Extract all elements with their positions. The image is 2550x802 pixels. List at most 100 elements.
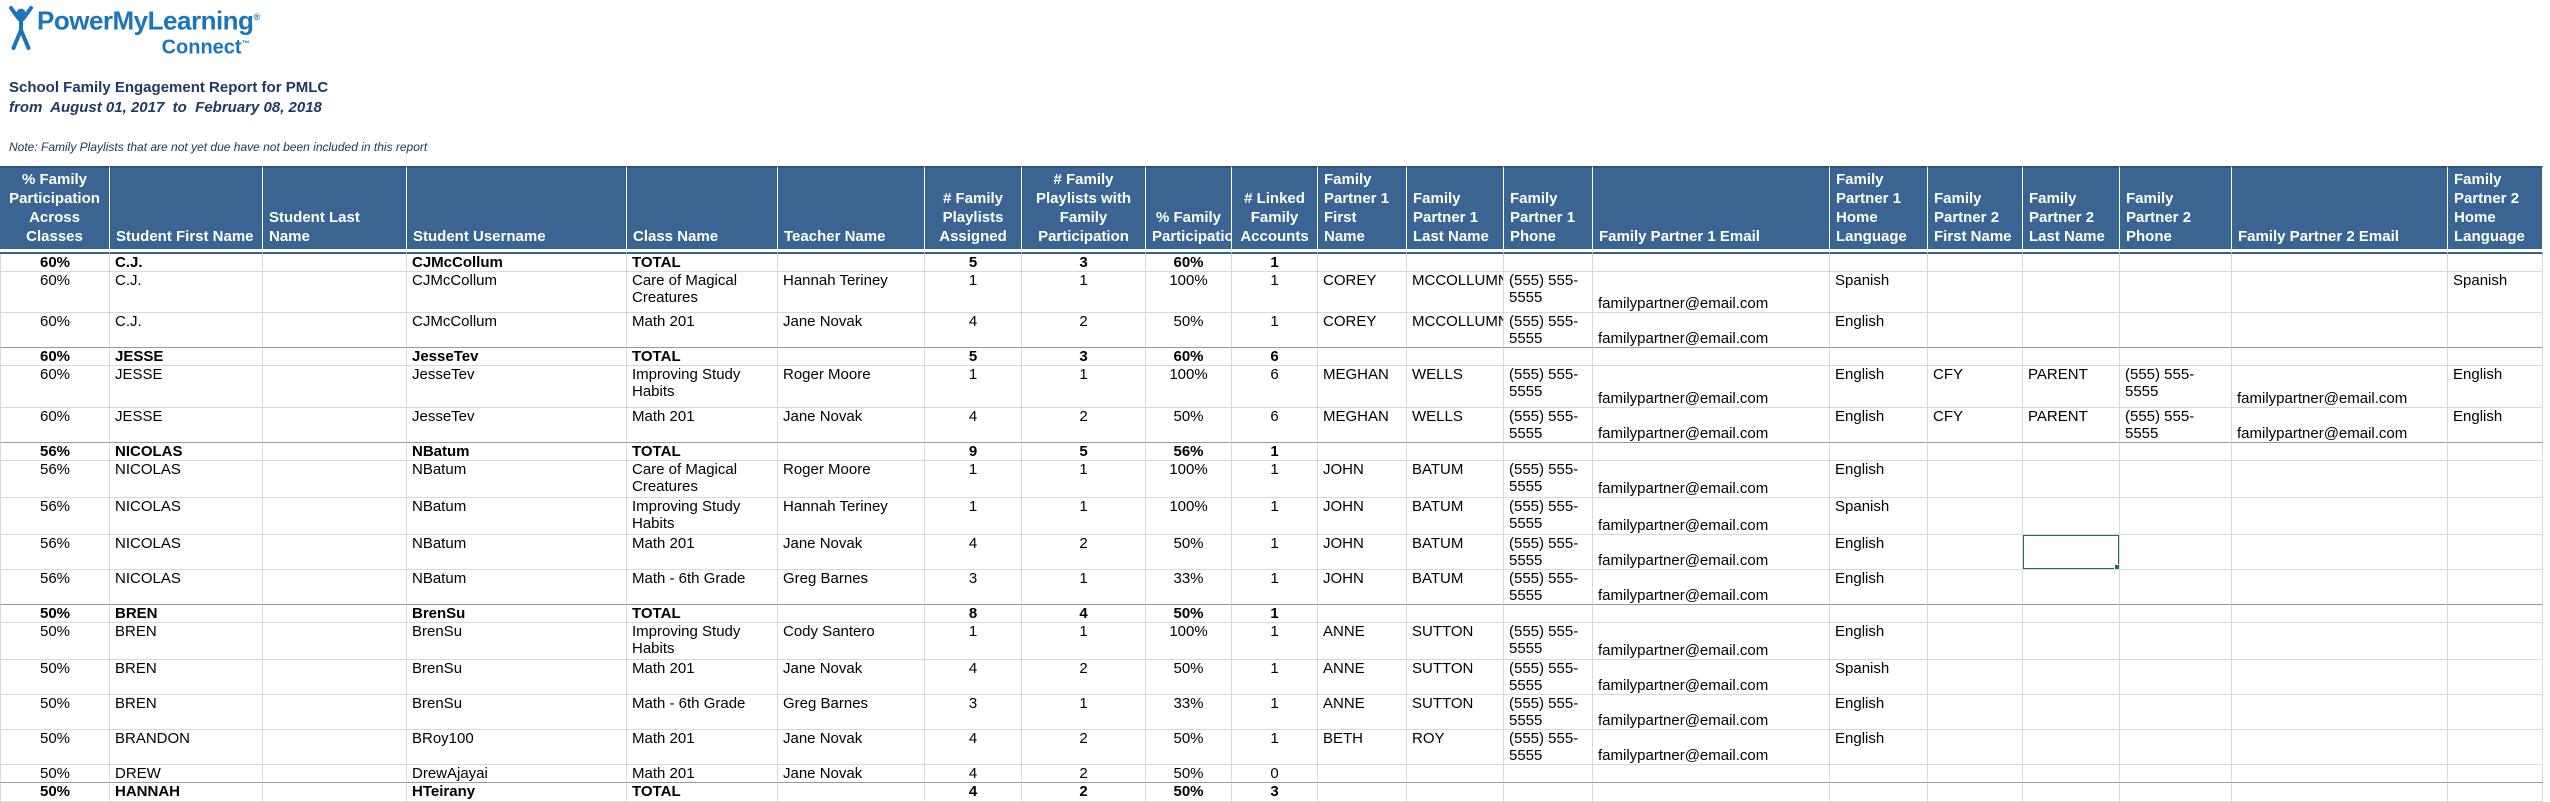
cell-last-name[interactable] — [263, 272, 407, 313]
cell-fp1-home-language[interactable]: English — [1830, 408, 1928, 443]
cell-fp2-phone[interactable] — [2120, 498, 2232, 535]
cell-fp2-phone[interactable] — [2120, 623, 2232, 660]
cell-fp1-first-name[interactable]: MEGHAN — [1318, 408, 1407, 443]
cell-username[interactable]: BrenSu — [407, 623, 627, 660]
cell-fp1-email[interactable]: familypartner@email.com — [1593, 408, 1830, 443]
cell-linked-accounts[interactable]: 1 — [1232, 461, 1318, 498]
cell-fp2-home-language[interactable] — [2448, 461, 2543, 498]
cell-fp1-email[interactable]: familypartner@email.com — [1593, 498, 1830, 535]
col-header-fp2-home-language[interactable]: Family Partner 2 Home Language — [2448, 166, 2543, 254]
col-header-pct-participation[interactable]: % Family Participation — [1146, 166, 1232, 254]
cell-fp1-email[interactable]: familypartner@email.com — [1593, 660, 1830, 695]
cell-username[interactable]: NBatum — [407, 443, 627, 461]
cell-fp2-last-name[interactable]: PARENT — [2023, 408, 2120, 443]
cell-playlists-with-participation[interactable]: 2 — [1022, 730, 1146, 765]
cell-fp1-email[interactable] — [1593, 605, 1830, 623]
cell-teacher-name[interactable]: Hannah Teriney — [778, 272, 925, 313]
cell-fp1-phone[interactable]: (555) 555-5555 — [1504, 461, 1593, 498]
cell-fp1-email[interactable]: familypartner@email.com — [1593, 313, 1830, 348]
cell-first-name[interactable]: C.J. — [110, 313, 263, 348]
selected-cell[interactable] — [2023, 535, 2120, 570]
cell-fp1-first-name[interactable]: ANNE — [1318, 660, 1407, 695]
cell-last-name[interactable] — [263, 570, 407, 605]
cell-fp1-last-name[interactable] — [1407, 443, 1504, 461]
cell-fp1-email[interactable]: familypartner@email.com — [1593, 695, 1830, 730]
cell-fp1-email[interactable]: familypartner@email.com — [1593, 535, 1830, 570]
cell-fp2-phone[interactable] — [2120, 254, 2232, 272]
col-header-last-name[interactable]: Student Last Name — [263, 166, 407, 254]
cell-teacher-name[interactable]: Jane Novak — [778, 408, 925, 443]
cell-playlists-with-participation[interactable]: 3 — [1022, 254, 1146, 272]
cell-fp2-home-language[interactable] — [2448, 730, 2543, 765]
cell-playlists-with-participation[interactable]: 2 — [1022, 408, 1146, 443]
cell-fp1-phone[interactable]: (555) 555-5555 — [1504, 272, 1593, 313]
cell-last-name[interactable] — [263, 443, 407, 461]
col-header-pct-across[interactable]: % Family Participation Across Classes — [0, 166, 110, 254]
cell-fp2-email[interactable] — [2232, 498, 2448, 535]
col-header-fp2-first-name[interactable]: Family Partner 2 First Name — [1928, 166, 2023, 254]
cell-fp1-email[interactable] — [1593, 443, 1830, 461]
cell-linked-accounts[interactable]: 6 — [1232, 348, 1318, 366]
cell-playlists-with-participation[interactable]: 2 — [1022, 765, 1146, 783]
cell-pct-across[interactable]: 60% — [0, 272, 110, 313]
cell-fp1-phone[interactable] — [1504, 765, 1593, 783]
cell-fp2-email[interactable] — [2232, 461, 2448, 498]
cell-playlists-with-participation[interactable]: 1 — [1022, 695, 1146, 730]
cell-pct-participation[interactable]: 50% — [1146, 765, 1232, 783]
cell-fp2-email[interactable] — [2232, 605, 2448, 623]
cell-fp1-home-language[interactable]: Spanish — [1830, 498, 1928, 535]
cell-fp1-home-language[interactable]: English — [1830, 313, 1928, 348]
cell-fp1-home-language[interactable]: English — [1830, 730, 1928, 765]
cell-playlists-assigned[interactable]: 1 — [925, 498, 1022, 535]
cell-playlists-with-participation[interactable]: 2 — [1022, 660, 1146, 695]
cell-pct-participation[interactable]: 50% — [1146, 730, 1232, 765]
cell-fp2-first-name[interactable] — [1928, 605, 2023, 623]
cell-linked-accounts[interactable]: 6 — [1232, 408, 1318, 443]
cell-fp1-first-name[interactable]: JOHN — [1318, 498, 1407, 535]
cell-fp1-home-language[interactable] — [1830, 605, 1928, 623]
cell-fp1-first-name[interactable]: ANNE — [1318, 623, 1407, 660]
cell-last-name[interactable] — [263, 730, 407, 765]
cell-fp2-first-name[interactable] — [1928, 783, 2023, 802]
cell-fp2-first-name[interactable] — [1928, 313, 2023, 348]
cell-fp1-last-name[interactable]: BATUM — [1407, 461, 1504, 498]
cell-playlists-assigned[interactable]: 4 — [925, 765, 1022, 783]
cell-first-name[interactable]: NICOLAS — [110, 443, 263, 461]
cell-teacher-name[interactable]: Jane Novak — [778, 765, 925, 783]
cell-fp2-phone[interactable] — [2120, 443, 2232, 461]
cell-teacher-name[interactable]: Cody Santero — [778, 623, 925, 660]
col-header-linked-accounts[interactable]: # Linked Family Accounts — [1232, 166, 1318, 254]
cell-last-name[interactable] — [263, 348, 407, 366]
cell-pct-participation[interactable]: 50% — [1146, 660, 1232, 695]
cell-fp2-last-name[interactable] — [2023, 313, 2120, 348]
cell-first-name[interactable]: NICOLAS — [110, 570, 263, 605]
col-header-fp2-phone[interactable]: Family Partner 2 Phone — [2120, 166, 2232, 254]
cell-fp2-first-name[interactable] — [1928, 623, 2023, 660]
cell-first-name[interactable]: C.J. — [110, 272, 263, 313]
cell-username[interactable]: JesseTev — [407, 366, 627, 408]
cell-fp2-phone[interactable] — [2120, 461, 2232, 498]
cell-username[interactable]: DrewAjayai — [407, 765, 627, 783]
cell-playlists-with-participation[interactable]: 1 — [1022, 366, 1146, 408]
cell-fp2-email[interactable] — [2232, 730, 2448, 765]
cell-teacher-name[interactable]: Hannah Teriney — [778, 498, 925, 535]
cell-pct-across[interactable]: 50% — [0, 730, 110, 765]
cell-pct-participation[interactable]: 50% — [1146, 408, 1232, 443]
cell-linked-accounts[interactable]: 1 — [1232, 313, 1318, 348]
cell-linked-accounts[interactable]: 1 — [1232, 605, 1318, 623]
cell-fp2-phone[interactable] — [2120, 570, 2232, 605]
cell-fp2-email[interactable] — [2232, 695, 2448, 730]
cell-fp1-first-name[interactable]: ANNE — [1318, 695, 1407, 730]
cell-fp1-email[interactable]: familypartner@email.com — [1593, 366, 1830, 408]
cell-fp2-phone[interactable] — [2120, 783, 2232, 802]
cell-fp1-phone[interactable] — [1504, 254, 1593, 272]
cell-fp2-email[interactable]: familypartner@email.com — [2232, 366, 2448, 408]
cell-fp1-home-language[interactable]: Spanish — [1830, 660, 1928, 695]
cell-username[interactable]: BrenSu — [407, 605, 627, 623]
cell-class-name[interactable]: Math 201 — [627, 313, 778, 348]
cell-fp1-home-language[interactable]: English — [1830, 695, 1928, 730]
cell-fp2-first-name[interactable] — [1928, 695, 2023, 730]
col-header-teacher-name[interactable]: Teacher Name — [778, 166, 925, 254]
cell-fp1-first-name[interactable]: BETH — [1318, 730, 1407, 765]
cell-teacher-name[interactable]: Jane Novak — [778, 535, 925, 570]
